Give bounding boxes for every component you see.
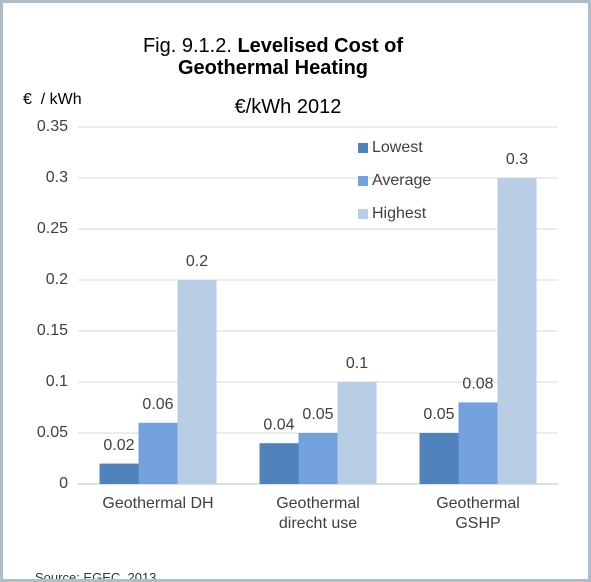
- bar: [99, 463, 139, 484]
- y-tick-label: 0.3: [46, 169, 68, 186]
- y-tick-label: 0.2: [46, 271, 68, 288]
- chart-subtitle: €/kWh 2012: [234, 96, 342, 118]
- bar: [419, 433, 459, 484]
- legend-label: Average: [372, 172, 431, 189]
- y-tick-label: 0.35: [37, 118, 68, 135]
- y-tick-label: 0: [59, 475, 68, 492]
- x-tick-label: Geothermal direcht use: [276, 495, 360, 532]
- data-label: 0.06: [142, 396, 173, 413]
- data-label: 0.02: [103, 437, 134, 454]
- bar: [177, 280, 217, 484]
- y-axis-label: € / kWh: [23, 91, 82, 108]
- bar: [259, 443, 299, 484]
- x-tick-label: Geothermal DH: [102, 495, 214, 512]
- y-tick-label: 0.05: [37, 424, 68, 441]
- data-label: 0.1: [346, 355, 368, 372]
- legend-label: Highest: [372, 205, 427, 222]
- y-tick-label: 0.1: [46, 373, 68, 390]
- bar: [298, 433, 338, 484]
- y-tick-label: 0.15: [37, 322, 68, 339]
- source-note: Source: EGEC, 2013: [35, 570, 157, 582]
- bar: [138, 422, 178, 484]
- x-tick-label: Geothermal GSHP: [436, 495, 520, 532]
- title-bold: Levelised Cost of Geothermal Heating: [177, 35, 404, 79]
- legend-swatch: [358, 176, 368, 186]
- chart-title: Fig. 9.1.2. Levelised Cost of Geothermal…: [108, 35, 438, 79]
- bar: [497, 178, 537, 484]
- data-label: 0.05: [302, 406, 333, 423]
- chart: 0 0.05 0.1 0.15 0.2 0.25 0.3 0.35 0.02 0.06 0.2 0.0…: [37, 118, 558, 492]
- data-label: 0.05: [423, 406, 454, 423]
- data-label: 0.3: [506, 151, 528, 168]
- legend-label: Lowest: [372, 139, 423, 156]
- data-label: 0.08: [462, 376, 493, 393]
- data-label: 0.04: [263, 416, 294, 433]
- bar: [458, 402, 498, 484]
- legend-swatch: [358, 209, 368, 219]
- legend-swatch: [358, 143, 368, 153]
- data-label: 0.2: [186, 253, 208, 270]
- bar: [337, 382, 377, 484]
- y-tick-label: 0.25: [37, 220, 68, 237]
- title-label: Fig. 9.1.2.: [142, 35, 232, 57]
